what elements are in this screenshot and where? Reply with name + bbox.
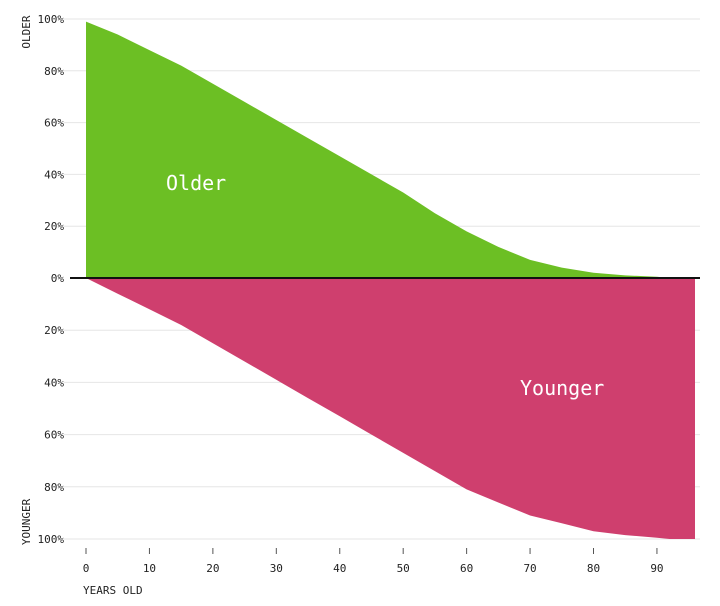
y-tick-label: 20%: [44, 324, 64, 337]
y-tick-label: 20%: [44, 220, 64, 233]
y-tick-label: 100%: [38, 533, 65, 546]
younger-area: [86, 278, 695, 539]
x-tick-label: 40: [333, 562, 346, 575]
x-tick-label: 80: [587, 562, 600, 575]
y-axis-title-older: OLDER: [20, 15, 33, 48]
y-tick-label: 80%: [44, 65, 64, 78]
x-tick-label: 70: [523, 562, 536, 575]
x-tick-label: 10: [143, 562, 156, 575]
y-tick-label: 60%: [44, 429, 64, 442]
x-tick-label: 90: [650, 562, 663, 575]
older-area: [86, 21, 695, 278]
series-label-older: Older: [166, 171, 226, 195]
y-tick-label: 0%: [51, 272, 65, 285]
x-tick-label: 20: [206, 562, 219, 575]
x-axis: 0 10 20 30 40 50 60 70 80 90: [83, 548, 664, 575]
x-tick-label: 60: [460, 562, 473, 575]
x-axis-title: YEARS OLD: [83, 584, 143, 597]
y-tick-label: 100%: [38, 13, 65, 26]
x-tick-label: 30: [270, 562, 283, 575]
x-tick-label: 0: [83, 562, 90, 575]
x-tick-label: 50: [397, 562, 410, 575]
y-axis-labels: 100% 80% 60% 40% 20% 0% 20% 40% 60% 80% 100%: [38, 13, 65, 546]
series-label-younger: Younger: [520, 376, 604, 400]
y-tick-label: 80%: [44, 481, 64, 494]
y-tick-label: 40%: [44, 376, 64, 389]
y-tick-label: 60%: [44, 117, 64, 130]
y-tick-label: 40%: [44, 168, 64, 181]
y-axis-title-younger: YOUNGER: [20, 498, 33, 545]
